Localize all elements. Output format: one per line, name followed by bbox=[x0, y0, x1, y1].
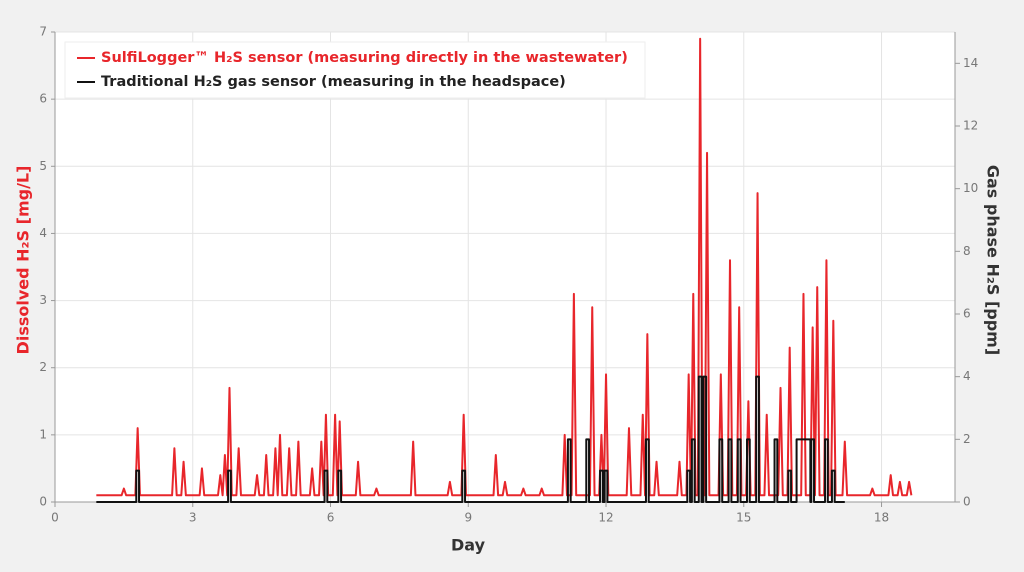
x-tick-label: 18 bbox=[874, 511, 889, 525]
y2-tick-label: 12 bbox=[963, 119, 978, 133]
legend-label: Traditional H₂S gas sensor (measuring in… bbox=[101, 74, 566, 90]
y-tick-label: 0 bbox=[39, 495, 47, 509]
legend-label: SulfiLogger™ H₂S sensor (measuring direc… bbox=[101, 50, 628, 66]
y2-tick-label: 2 bbox=[963, 432, 971, 446]
y2-tick-label: 8 bbox=[963, 244, 971, 258]
y-tick-label: 6 bbox=[39, 92, 47, 106]
x-axis-label: Day bbox=[451, 536, 486, 555]
y-tick-label: 7 bbox=[39, 25, 47, 39]
y2-tick-label: 4 bbox=[963, 369, 971, 383]
x-tick-label: 15 bbox=[736, 511, 751, 525]
y2-axis-label: Gas phase H₂S [ppm] bbox=[984, 165, 1003, 355]
legend-box bbox=[64, 41, 646, 99]
x-tick-label: 9 bbox=[464, 511, 472, 525]
y-tick-label: 1 bbox=[39, 427, 47, 441]
series-line bbox=[96, 375, 845, 503]
y2-tick-label: 10 bbox=[963, 181, 978, 195]
y-axis-label: Dissolved H₂S [mg/L] bbox=[14, 166, 33, 355]
plot-area bbox=[55, 32, 955, 502]
y-tick-label: 5 bbox=[39, 159, 47, 173]
y-tick-label: 4 bbox=[39, 226, 47, 240]
y2-tick-label: 6 bbox=[963, 307, 971, 321]
x-tick-label: 0 bbox=[51, 511, 59, 525]
x-tick-label: 12 bbox=[598, 511, 613, 525]
y2-tick-label: 0 bbox=[963, 495, 971, 509]
x-tick-label: 6 bbox=[327, 511, 335, 525]
y-tick-label: 3 bbox=[39, 293, 47, 307]
y-tick-label: 2 bbox=[39, 360, 47, 374]
x-tick-label: 3 bbox=[189, 511, 197, 525]
y2-tick-label: 14 bbox=[963, 56, 978, 70]
